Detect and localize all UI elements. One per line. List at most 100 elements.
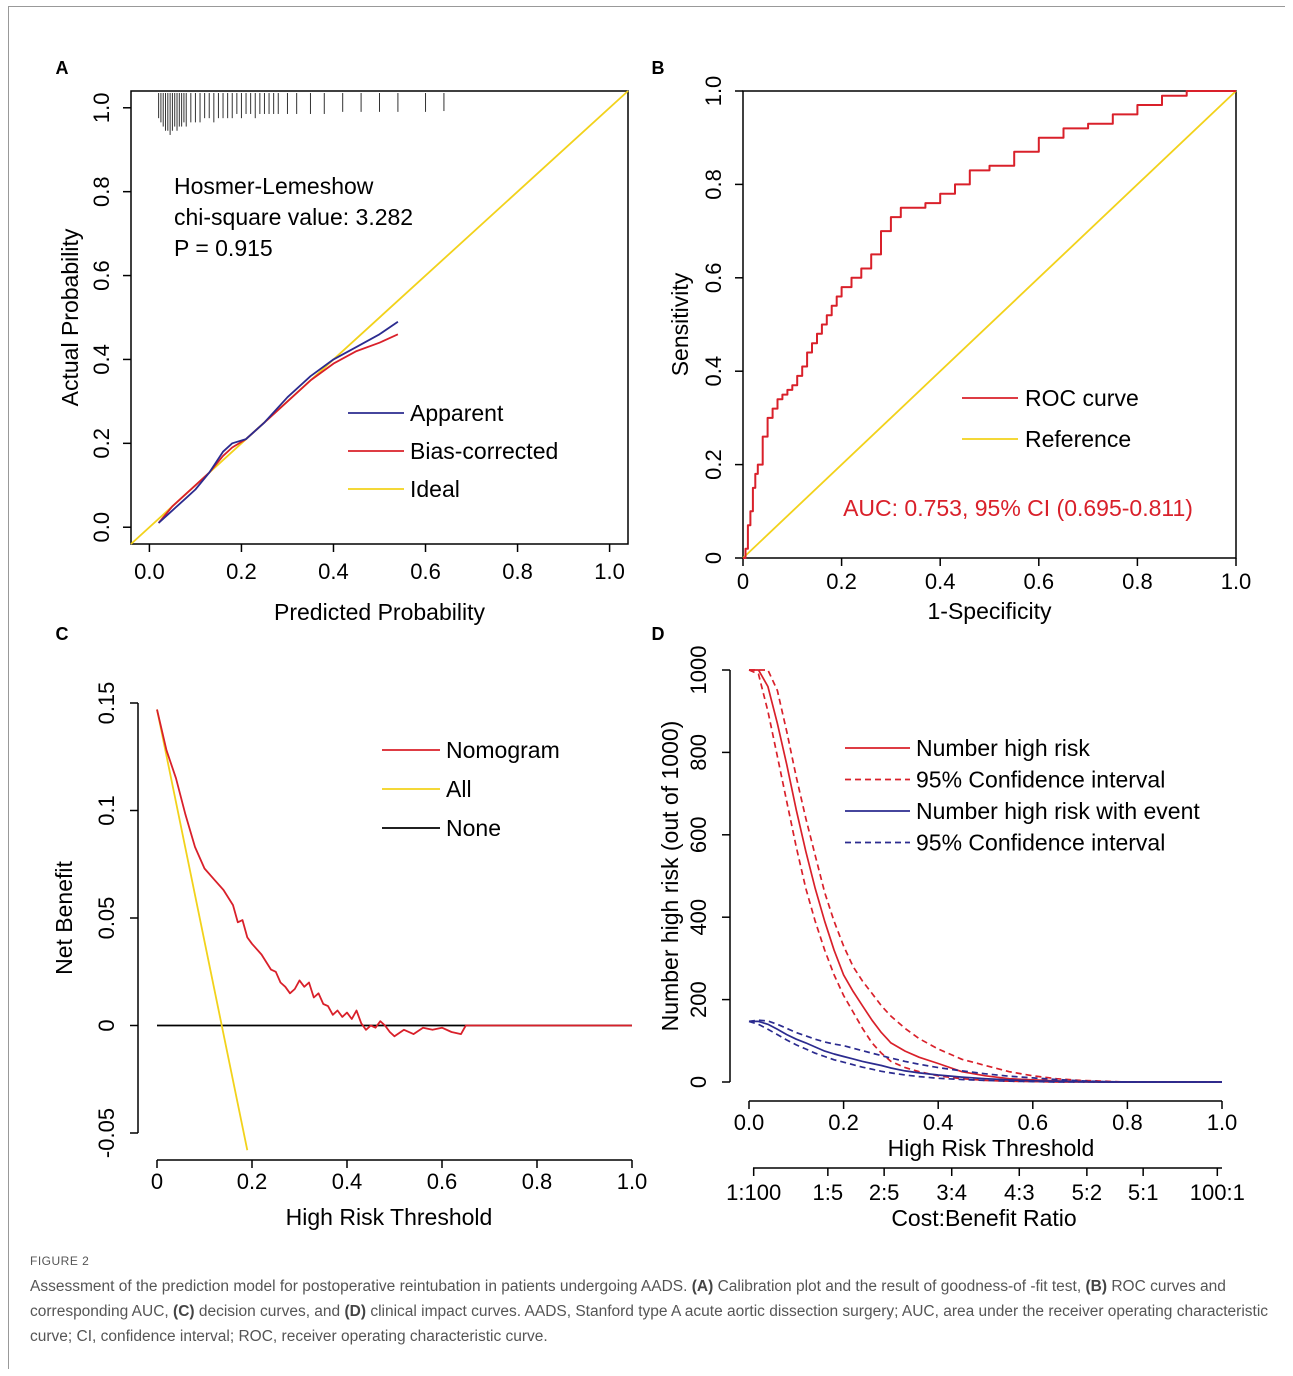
panel-a-y-tick-label: 0.8	[89, 176, 114, 207]
panel-d-legend-label: Number high risk	[916, 735, 1090, 761]
panel-c-y-tick-label: 0	[94, 1019, 119, 1031]
panel-a-x-tick-label: 0.4	[318, 559, 349, 584]
panel-a-annotation-line: P = 0.915	[174, 235, 273, 261]
panel-c-x-axis-label: High Risk Threshold	[286, 1204, 493, 1230]
panel-d-legend-label: Number high risk with event	[916, 798, 1200, 824]
panel-b-x-tick-label: 1.0	[1221, 569, 1252, 594]
panel-c-legend-label: Nomogram	[446, 737, 560, 763]
panel-c-letter: C	[56, 624, 69, 644]
panel-c-x-tick-label: 0.2	[237, 1169, 268, 1194]
panel-d-legend-label: 95% Confidence interval	[916, 767, 1165, 793]
caption-ref-b: (B)	[1085, 1278, 1108, 1295]
panel-a-plot-frame	[130, 90, 629, 545]
panel-a-letter: A	[56, 58, 69, 78]
panel-a-x-tick-label: 1.0	[594, 559, 625, 584]
panel-b-x-tick-label: 0.2	[826, 569, 857, 594]
panel-d-x-tick-label: 0.8	[1112, 1110, 1143, 1135]
panel-a-y-tick-label: 1.0	[89, 92, 114, 123]
panel-b-plot-frame	[742, 90, 1237, 559]
caption-ref-d: (D)	[344, 1303, 367, 1320]
caption-part: ROC curves and corresponding AUC,	[30, 1278, 1226, 1320]
panel-d-secondary-tick-label: 2:5	[869, 1180, 900, 1205]
panel-a-y-tick-label: 0.2	[89, 428, 114, 459]
panel-a-y-axis-label: Actual Probability	[57, 228, 83, 406]
panel-d-legend-label: 95% Confidence interval	[916, 830, 1165, 856]
panel-c-x-tick-label: 1.0	[617, 1169, 648, 1194]
panel-d-letter: D	[652, 624, 665, 644]
panel-a-series-bias-corrected	[157, 333, 399, 524]
panel-a-legend-label: Bias-corrected	[410, 438, 558, 464]
figure-frame	[8, 6, 1285, 1369]
panel-d-secondary-tick-label: 3:4	[936, 1180, 967, 1205]
panel-c-y-tick-label: 0.05	[94, 897, 119, 940]
panel-d-series-number-high-risk-with-event	[749, 1020, 1222, 1083]
panel-d-secondary-tick-label: 5:2	[1072, 1180, 1103, 1205]
panel-c-y-tick-label: 0.15	[94, 682, 119, 725]
panel-a-x-tick-label: 0.0	[134, 559, 165, 584]
panel-d-y-tick-label: 200	[686, 981, 711, 1018]
caption-part: Assessment of the prediction model for p…	[30, 1278, 692, 1295]
panel-a-annotation-line: Hosmer-Lemeshow	[174, 173, 374, 199]
figure-caption: FIGURE 2 Assessment of the prediction mo…	[30, 1254, 1270, 1349]
panel-a-series-apparent	[157, 320, 399, 524]
panel-b-x-tick-label: 0	[737, 569, 749, 594]
figure-label: FIGURE 2	[30, 1254, 90, 1268]
caption-part: decision curves, and	[194, 1303, 345, 1320]
panel-b-x-tick-label: 0.8	[1122, 569, 1153, 594]
panel-d-y-tick-label: 400	[686, 899, 711, 936]
panel-b-y-tick-label: 0.4	[701, 356, 726, 387]
panel-d-secondary-tick-label: 100:1	[1190, 1180, 1245, 1205]
panel-a-x-tick-label: 0.2	[226, 559, 257, 584]
panel-c-y-axis-label: Net Benefit	[51, 861, 77, 975]
panel-a-x-tick-label: 0.6	[410, 559, 441, 584]
panel-b-legend-label: ROC curve	[1025, 385, 1139, 411]
panel-b-x-tick-label: 0.6	[1024, 569, 1055, 594]
panel-d-y-tick-label: 1000	[686, 646, 711, 695]
panel-b-y-tick-label: 0.6	[701, 263, 726, 294]
panel-c-x-tick-label: 0.8	[522, 1169, 553, 1194]
panel-c-x-tick-label: 0	[151, 1169, 163, 1194]
panel-a-annotation-line: chi-square value: 3.282	[174, 204, 413, 230]
panel-d-series-95-confidence-interval	[748, 1020, 1222, 1083]
panel-c-legend-label: None	[446, 815, 501, 841]
caption-text: Assessment of the prediction model for p…	[30, 1274, 1270, 1349]
panel-d-secondary-tick-label: 1:5	[813, 1180, 844, 1205]
panel-d-secondary-tick-label: 5:1	[1128, 1180, 1159, 1205]
panel-d-x-tick-label: 1.0	[1207, 1110, 1238, 1135]
caption-ref-a: (A)	[691, 1278, 714, 1295]
panel-d-x-tick-label: 0.2	[828, 1110, 859, 1135]
panel-a-legend-label: Ideal	[410, 476, 460, 502]
caption-part: Calibration plot and the result of goodn…	[713, 1278, 1086, 1295]
panel-b-series-roc-curve	[743, 90, 1236, 559]
panel-a-x-tick-label: 0.8	[502, 559, 533, 584]
panel-d-secondary-tick-label: 1:100	[726, 1180, 781, 1205]
panel-c-series-nomogram	[156, 709, 632, 1038]
panel-a-y-tick-label: 0.0	[89, 512, 114, 543]
panel-b-y-tick-label: 1.0	[701, 76, 726, 107]
panel-d-x-tick-label: 0.6	[1018, 1110, 1049, 1135]
panel-b-x-tick-label: 0.4	[925, 569, 956, 594]
panel-d-secondary-tick-label: 4:3	[1004, 1180, 1035, 1205]
panel-b-letter: B	[652, 58, 665, 78]
panel-d-x-tick-label: 0.4	[923, 1110, 954, 1135]
panel-c-y-tick-label: 0.1	[94, 795, 119, 826]
panel-d-y-axis-label: Number high risk (out of 1000)	[657, 721, 683, 1032]
panel-c-x-tick-label: 0.6	[427, 1169, 458, 1194]
panel-b-series-reference	[742, 90, 1237, 559]
panel-d-series-95-confidence-interval	[749, 669, 1222, 1083]
panel-d-y-tick-label: 0	[686, 1076, 711, 1088]
panel-c-series-all	[156, 709, 249, 1151]
panel-c-y-tick-label: -0.05	[94, 1108, 119, 1158]
panel-b-x-axis-label: 1-Specificity	[928, 598, 1052, 624]
panel-d-y-tick-label: 800	[686, 734, 711, 771]
panel-a-x-axis-label: Predicted Probability	[274, 599, 485, 625]
figure-canvas: A 0.0 0.0 0.2 0.2 0.4 0.4 0.6 0.6 0.8 0.8 1.0 1.0 Pre…	[51, 58, 1252, 1231]
panel-b-auc-text: AUC: 0.753, 95% CI (0.695-0.811)	[843, 495, 1193, 521]
panel-a-y-tick-label: 0.6	[89, 260, 114, 291]
panel-b-legend-label: Reference	[1025, 426, 1131, 452]
panel-a-series-ideal	[130, 90, 629, 545]
panel-c-x-tick-label: 0.4	[332, 1169, 363, 1194]
panel-b-y-tick-label: 0	[701, 552, 726, 564]
panel-b-y-tick-label: 0.8	[701, 169, 726, 200]
panel-d-x-axis-label: High Risk Threshold	[888, 1135, 1095, 1161]
